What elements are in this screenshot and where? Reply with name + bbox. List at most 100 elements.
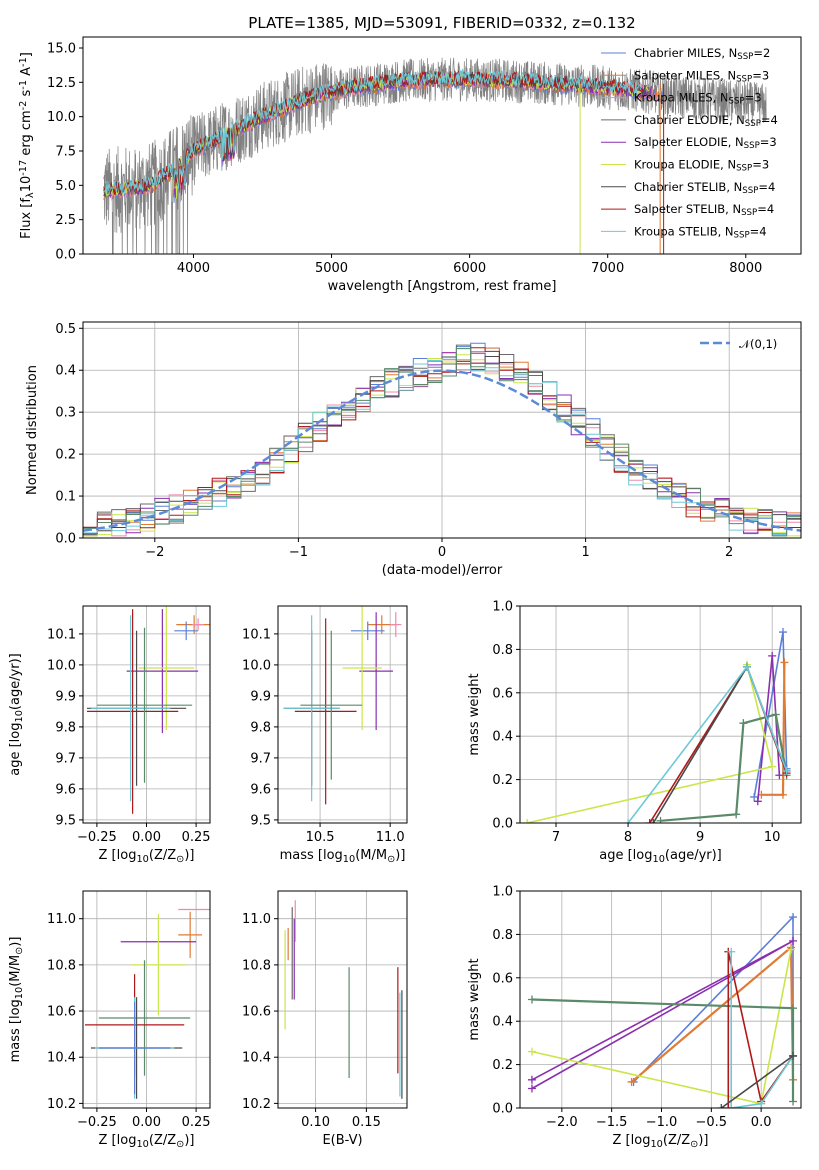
axes-frame bbox=[82, 890, 211, 1109]
y-tick-label: 10.8 bbox=[47, 958, 76, 973]
x-tick-label: −0.5 bbox=[696, 1115, 728, 1130]
x-tick-label: 6000 bbox=[453, 261, 486, 276]
x-tick-label: 0.25 bbox=[182, 1115, 211, 1130]
axes-frame bbox=[82, 36, 802, 255]
y-tick-label: 9.7 bbox=[250, 751, 271, 766]
weight-marker-c9 bbox=[757, 1099, 766, 1108]
y-tick-label: 10.0 bbox=[47, 658, 76, 673]
weight-marker-c6 bbox=[768, 762, 777, 771]
weight-marker-c9 bbox=[624, 819, 633, 823]
y-tick-label: 10.0 bbox=[242, 658, 271, 673]
weight-marker-c9 bbox=[727, 1104, 736, 1108]
y-tick-label: 9.6 bbox=[250, 782, 271, 797]
x-tick-label: −2.0 bbox=[546, 1115, 578, 1130]
axes-frame bbox=[82, 321, 802, 539]
y-tick-label: 10.1 bbox=[242, 627, 271, 642]
weight-marker-c10 bbox=[732, 810, 741, 819]
y-tick-label: 1.0 bbox=[492, 885, 513, 900]
legend-label: Chabrier ELODIE, NSSP=4 bbox=[634, 113, 778, 129]
weight-marker-c1 bbox=[778, 628, 787, 637]
weight-marker-c8 bbox=[645, 819, 654, 823]
axes-frame bbox=[519, 605, 802, 824]
x-tick-label: 0.25 bbox=[182, 830, 211, 845]
panel-residuals: −2 −1 0 1 2 0.0 0.1 0.2 0.3 0.4 0.5 (data-model)/er… bbox=[25, 321, 802, 578]
x-tick-label: 7 bbox=[552, 830, 560, 845]
legend-label: Kroupa STELIB, NSSP=4 bbox=[634, 224, 767, 240]
y-tick-label: 10.4 bbox=[47, 1051, 76, 1066]
x-tick-label: 2 bbox=[725, 545, 733, 560]
y-tick-label: 0.4 bbox=[492, 730, 513, 745]
legend-label: Kroupa ELODIE, NSSP=3 bbox=[634, 158, 769, 174]
axes-frame bbox=[82, 605, 211, 824]
legend-label: Salpeter STELIB, NSSP=4 bbox=[634, 202, 774, 218]
x-axis-label: mass [log10(M/M⊙)] bbox=[280, 848, 406, 865]
weight-marker-c5 bbox=[753, 797, 762, 806]
weight-marker-c1 bbox=[789, 913, 798, 922]
y-tick-label: 0.4 bbox=[55, 364, 76, 379]
x-tick-label: 10 bbox=[764, 830, 781, 845]
residual-histogram-c9 bbox=[83, 348, 801, 535]
weight-marker-c8 bbox=[724, 1104, 733, 1108]
chart-title: PLATE=1385, MJD=53091, FIBERID=0332, z=0… bbox=[248, 14, 635, 32]
x-tick-label: 5000 bbox=[315, 261, 348, 276]
weight-marker-c5 bbox=[789, 936, 798, 945]
weight-marker-c6 bbox=[523, 819, 532, 823]
weight-marker-c2 bbox=[627, 1077, 636, 1086]
y-tick-label: 11.0 bbox=[47, 912, 76, 927]
y-tick-label: 0.2 bbox=[492, 773, 513, 788]
x-tick-label: −1 bbox=[289, 545, 308, 560]
y-tick-label: 0.6 bbox=[492, 686, 513, 701]
y-tick-label: 0.2 bbox=[55, 448, 76, 463]
y-tick-label: 9.9 bbox=[250, 689, 271, 704]
plot-area bbox=[84, 908, 210, 1099]
weight-marker-c7 bbox=[789, 1051, 798, 1060]
x-axis-label: Z [log10(Z/Z⊙)] bbox=[613, 1133, 709, 1150]
x-tick-label: 0.15 bbox=[352, 1115, 381, 1130]
weight-marker-c2 bbox=[780, 658, 789, 667]
y-tick-label: 9.9 bbox=[55, 689, 76, 704]
panel-age-Z: −0.25 0.00 0.25 9.5 9.6 9.7 9.8 9.9 10.0 10.1 Z [l… bbox=[8, 605, 211, 865]
x-tick-label: 0.00 bbox=[132, 830, 161, 845]
x-tick-label: −0.25 bbox=[77, 830, 117, 845]
weight-line-c8 bbox=[727, 951, 794, 1108]
x-tick-label: 0.00 bbox=[132, 1115, 161, 1130]
x-tick-label: −0.25 bbox=[77, 1115, 117, 1130]
weight-marker-c10 bbox=[739, 719, 748, 728]
x-tick-label: 1 bbox=[581, 545, 589, 560]
weight-marker-c5 bbox=[527, 1075, 536, 1084]
plot-area bbox=[523, 628, 791, 823]
x-tick-label: 4000 bbox=[177, 261, 210, 276]
legend-label: 𝒩(0,1) bbox=[739, 337, 777, 351]
weight-marker-c9 bbox=[727, 947, 736, 956]
gaussian-curve bbox=[83, 369, 801, 532]
panel-age-mass: 10.5 11.0 9.5 9.6 9.7 9.8 9.9 10.0 10.1 mass [log… bbox=[242, 605, 408, 865]
weight-marker-c10 bbox=[527, 995, 536, 1004]
y-tick-label: 2.5 bbox=[55, 213, 76, 228]
y-tick-label: 10.8 bbox=[242, 958, 271, 973]
y-tick-label: 10.2 bbox=[47, 1097, 76, 1112]
y-tick-label: 10.4 bbox=[242, 1051, 271, 1066]
y-tick-label: 11.0 bbox=[242, 912, 271, 927]
x-tick-label: 11.0 bbox=[376, 830, 405, 845]
y-tick-label: 0.8 bbox=[492, 928, 513, 943]
plot-area bbox=[83, 342, 801, 537]
weight-marker-c7 bbox=[649, 819, 658, 823]
plot-area bbox=[527, 913, 798, 1108]
x-tick-label: 8 bbox=[624, 830, 632, 845]
y-tick-label: 10.6 bbox=[242, 1005, 271, 1020]
y-tick-label: 0.6 bbox=[492, 971, 513, 986]
y-axis-label: Normed distribution bbox=[25, 365, 40, 495]
y-tick-label: 10.2 bbox=[242, 1097, 271, 1112]
legend-label: Chabrier MILES, NSSP=2 bbox=[634, 46, 770, 62]
y-tick-label: 0.5 bbox=[55, 322, 76, 337]
panel-spectrum: 4000 5000 6000 7000 8000 0.0 2.5 5.0 7.5 10.0 12.5… bbox=[18, 14, 802, 294]
plot-area bbox=[284, 900, 403, 1099]
y-tick-label: 9.5 bbox=[250, 813, 271, 828]
weight-marker-c10 bbox=[789, 1097, 798, 1106]
y-tick-label: 7.5 bbox=[55, 144, 76, 159]
y-tick-label: 0.0 bbox=[55, 532, 76, 547]
x-axis-label: E(B-V) bbox=[322, 1133, 362, 1148]
x-axis-label: Z [log10(Z/Z⊙)] bbox=[99, 1133, 195, 1150]
weight-marker-c5 bbox=[768, 651, 777, 660]
